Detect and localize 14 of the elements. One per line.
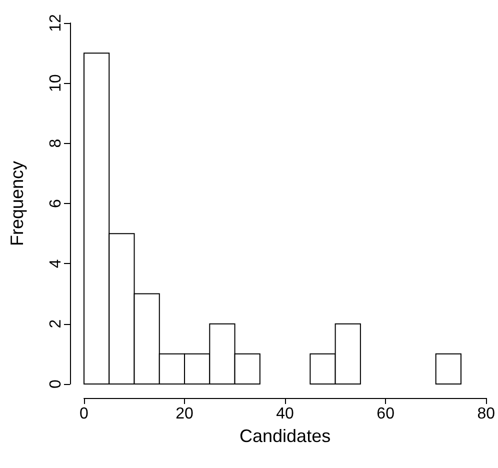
y-tick-label: 6 [48,198,64,208]
y-tick-label: 8 [48,138,64,148]
y-tick-label: 2 [48,319,64,328]
y-axis-title: Frequency [7,160,27,246]
y-tick-label: 4 [48,259,64,268]
x-tick-label: 60 [376,406,395,422]
y-tick-label: 0 [48,379,64,388]
x-tick-label: 0 [80,406,89,422]
y-tick-label: 12 [48,14,64,32]
x-tick-label: 20 [176,406,194,422]
x-tick-label: 40 [276,406,294,422]
x-tick-label: 80 [477,406,496,422]
x-axis-title: Candidates [240,426,331,446]
y-tick-label: 10 [48,74,64,92]
